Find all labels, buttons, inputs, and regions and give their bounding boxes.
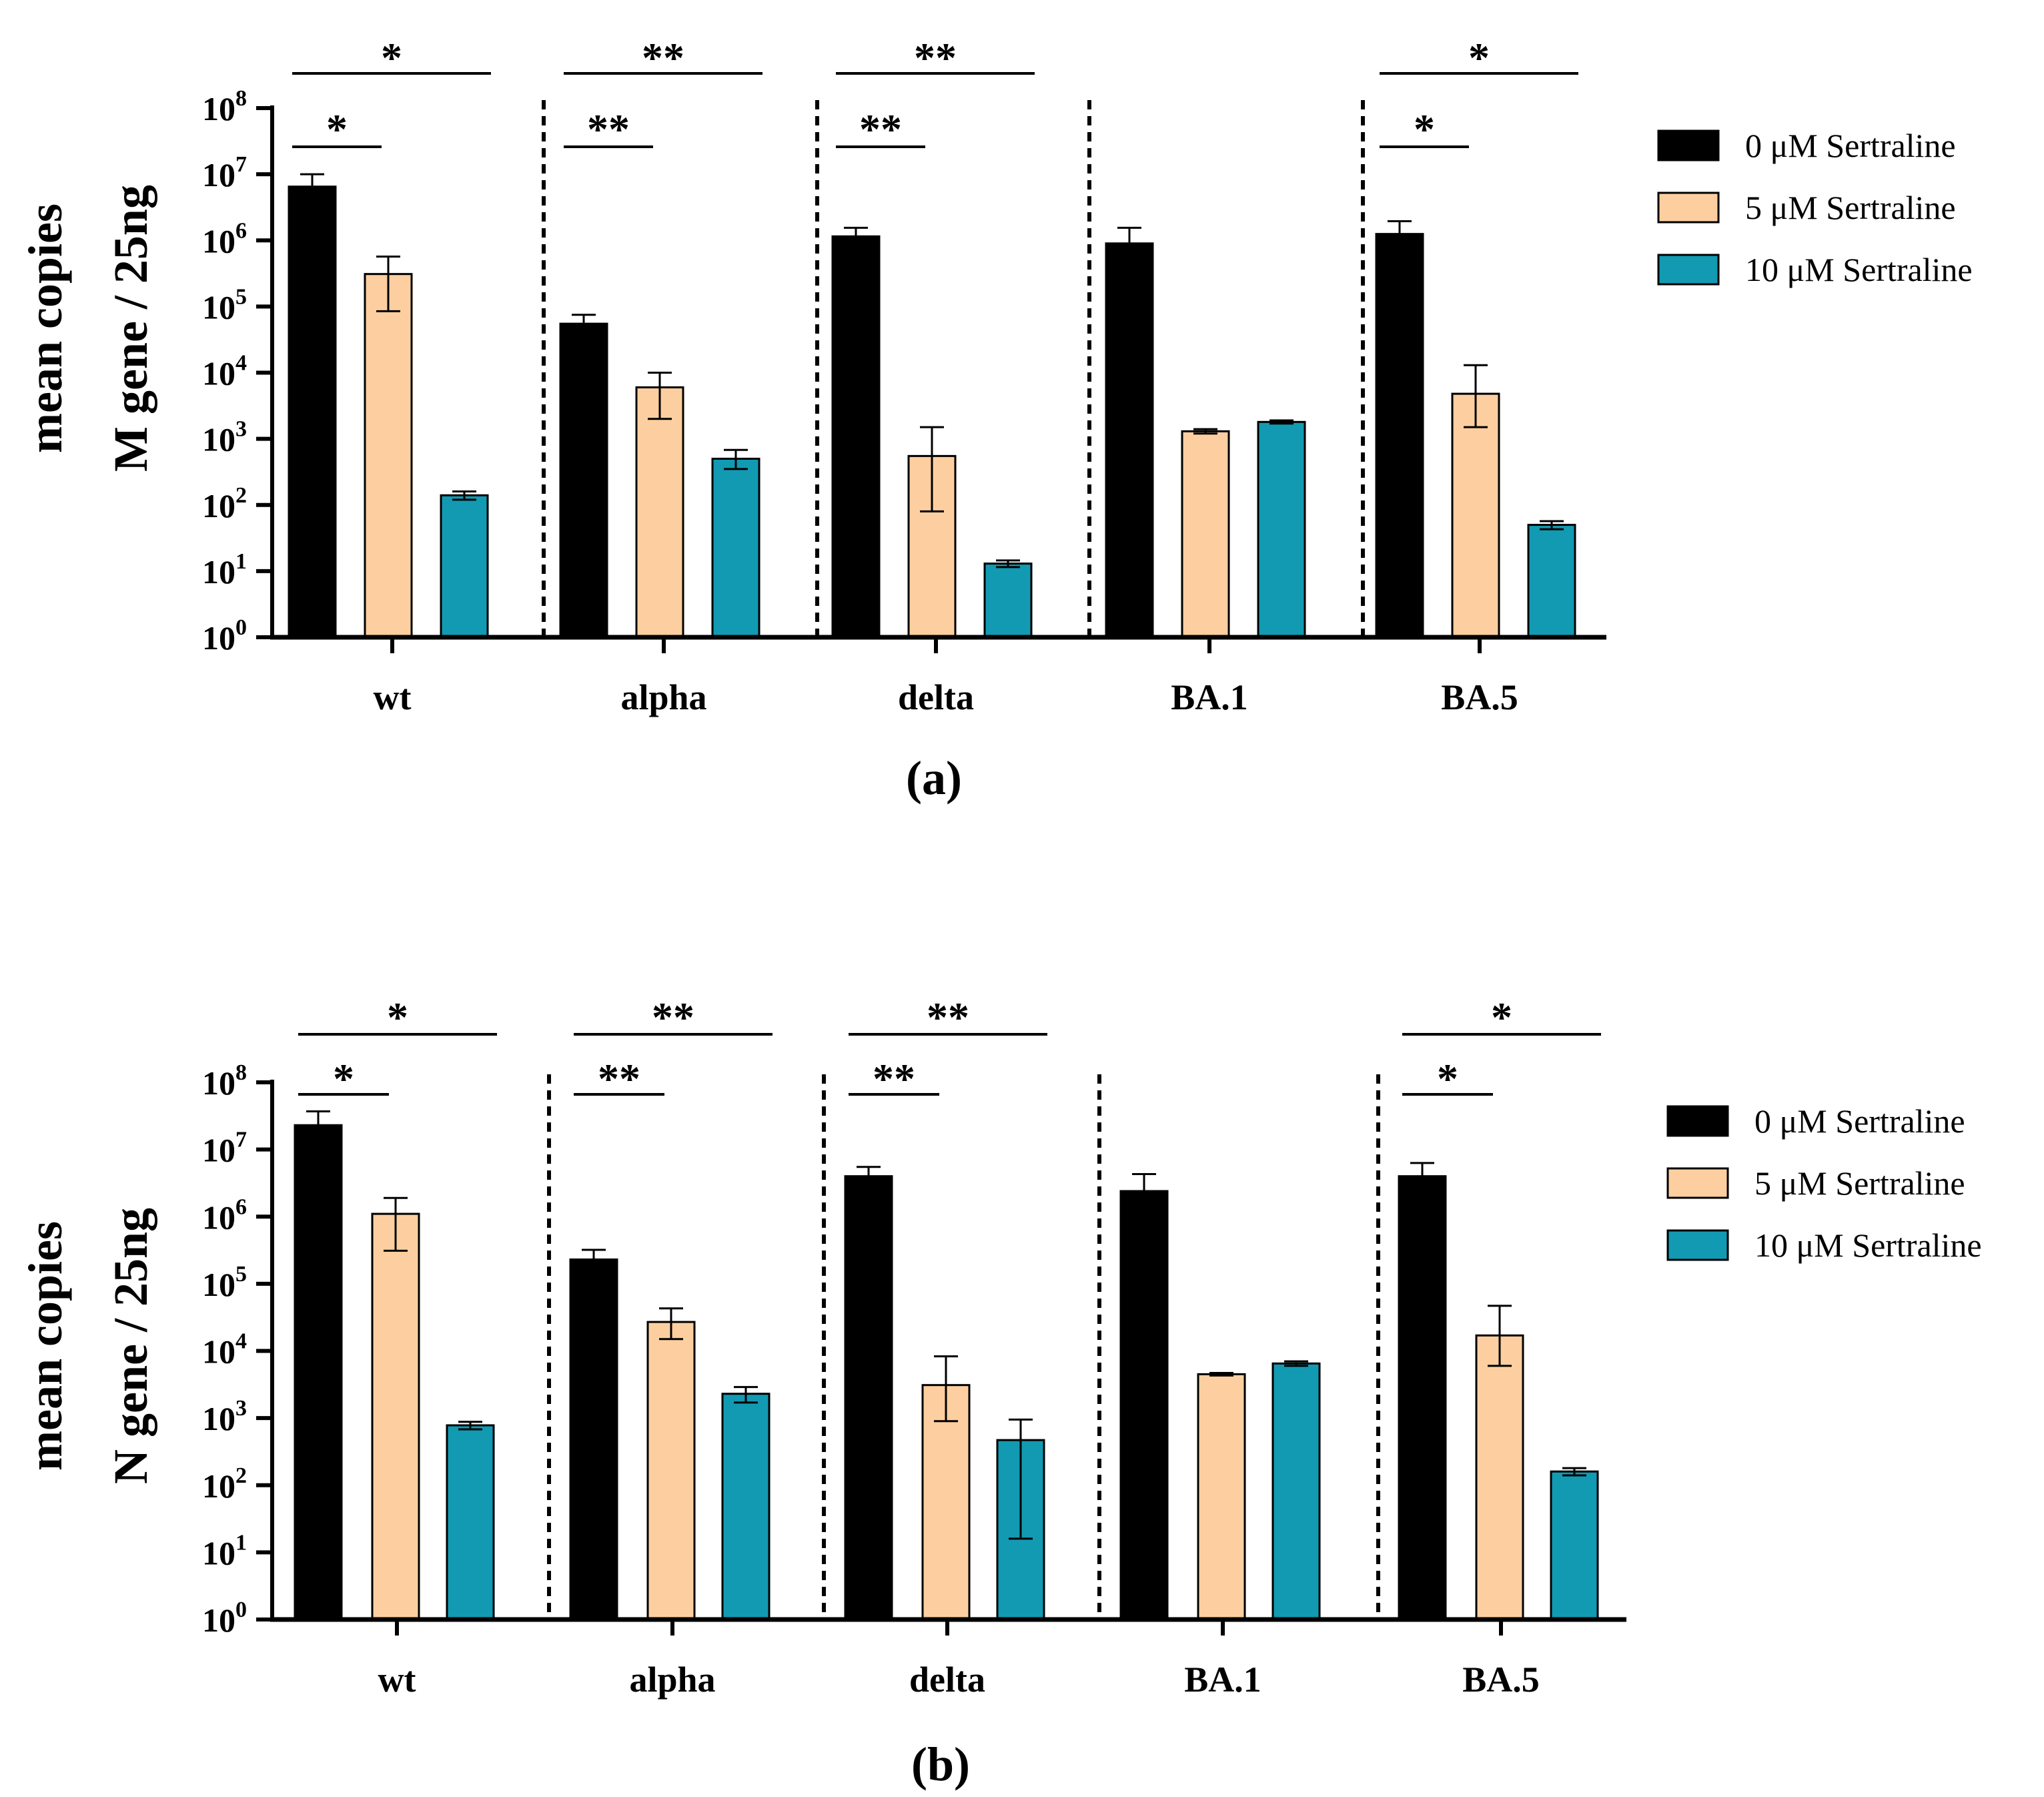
bar [1257, 420, 1306, 639]
bar [440, 494, 489, 639]
bar [1375, 233, 1424, 639]
x-tick-label: BA.1 [1171, 677, 1248, 717]
bar [711, 457, 760, 639]
y-tick-label: 108 [202, 86, 247, 127]
bar [1475, 1334, 1524, 1621]
x-tick-label: alpha [629, 1660, 715, 1700]
bar [921, 1384, 971, 1621]
bar [1119, 1190, 1169, 1621]
chart-panel-2: 100 101 102 103 104 105 106 107 108 wt alpha delta B… [19, 994, 1982, 1791]
significance-stars: ** [598, 1055, 640, 1102]
x-tick-label: alpha [620, 677, 706, 717]
bar [721, 1393, 771, 1621]
y-tick-label: 100 [202, 1597, 247, 1639]
bar [1181, 430, 1230, 639]
bar [831, 235, 881, 639]
x-tick-label: wt [374, 677, 412, 717]
y-tick-label: 103 [202, 1396, 247, 1437]
bar [1550, 1470, 1599, 1621]
x-tick-label: BA.1 [1184, 1660, 1261, 1700]
legend-label: 0 μM Sertraline [1745, 127, 1956, 164]
significance-stars: ** [859, 105, 902, 153]
significance-stars: ** [652, 994, 694, 1041]
bar [635, 386, 684, 639]
y-tick-label: 102 [202, 1463, 247, 1505]
bar [1527, 524, 1576, 639]
y-tick-label: 105 [202, 284, 247, 326]
significance-stars: * [333, 1055, 354, 1102]
significance-stars: ** [914, 34, 957, 81]
y-tick-label: 102 [202, 483, 247, 524]
bar [288, 186, 337, 639]
bar [844, 1175, 893, 1621]
bar [364, 273, 413, 639]
significance-stars: ** [587, 105, 630, 153]
bar [1451, 392, 1500, 639]
bar [1398, 1175, 1447, 1621]
legend-swatch [1657, 254, 1720, 286]
y-tick-label: 104 [202, 351, 247, 392]
legend-swatch [1657, 192, 1720, 224]
significance-stars: * [1414, 105, 1435, 153]
x-tick-label: delta [909, 1660, 985, 1700]
y-tick-label: 106 [202, 218, 247, 260]
panel-label: (b) [911, 1738, 970, 1791]
legend-swatch [1666, 1229, 1729, 1261]
legend-label: 5 μM Sertraline [1754, 1164, 1965, 1202]
y-tick-label: 106 [202, 1194, 247, 1236]
significance-stars: * [326, 105, 348, 153]
bar [446, 1424, 495, 1621]
x-tick-label: BA.5 [1441, 677, 1518, 717]
legend-swatch [1666, 1167, 1729, 1199]
y-tick-label: 107 [202, 1128, 247, 1169]
significance-stars: ** [642, 34, 684, 81]
legend-label: 10 μM Sertraline [1754, 1226, 1982, 1264]
bar [1197, 1373, 1246, 1621]
significance-stars: * [1437, 1055, 1458, 1102]
legend-swatch [1657, 129, 1720, 161]
y-tick-label: 101 [202, 1530, 247, 1571]
significance-stars: ** [927, 994, 969, 1041]
y-tick-label: 100 [202, 615, 247, 657]
bar [646, 1321, 696, 1621]
bar [1271, 1362, 1321, 1621]
bar [983, 563, 1033, 639]
legend-label: 5 μM Sertraline [1745, 189, 1956, 226]
y-tick-label: 108 [202, 1060, 247, 1102]
significance-stars: * [1468, 34, 1490, 81]
significance-stars: * [387, 994, 408, 1041]
x-tick-label: BA.5 [1462, 1660, 1540, 1700]
x-tick-label: delta [898, 677, 974, 717]
y-tick-label: 107 [202, 152, 247, 194]
y-axis-title: mean copies [19, 1221, 72, 1471]
y-axis-title: mean copies [19, 204, 72, 453]
panel-label: (a) [906, 751, 962, 805]
legend-label: 0 μM Sertraline [1754, 1102, 1965, 1140]
y-tick-label: 105 [202, 1262, 247, 1303]
y-tick-label: 101 [202, 549, 247, 591]
x-tick-label: wt [378, 1660, 416, 1700]
significance-stars: * [1491, 994, 1512, 1041]
bar [1105, 242, 1154, 639]
bar [569, 1258, 618, 1621]
y-tick-label: 104 [202, 1329, 247, 1371]
bar [294, 1124, 343, 1621]
legend-label: 10 μM Sertraline [1745, 251, 1973, 288]
significance-stars: ** [873, 1055, 915, 1102]
legend-swatch [1666, 1105, 1729, 1137]
significance-stars: * [381, 34, 402, 81]
y-axis-title: M gene / 25ng [104, 185, 157, 472]
bar [559, 322, 608, 639]
chart-panel-1: 100 101 102 103 104 105 106 107 108 wt alpha delta B… [19, 34, 1973, 805]
bar [371, 1212, 420, 1621]
y-tick-label: 103 [202, 417, 247, 458]
y-axis-title: N gene / 25ng [104, 1208, 157, 1484]
